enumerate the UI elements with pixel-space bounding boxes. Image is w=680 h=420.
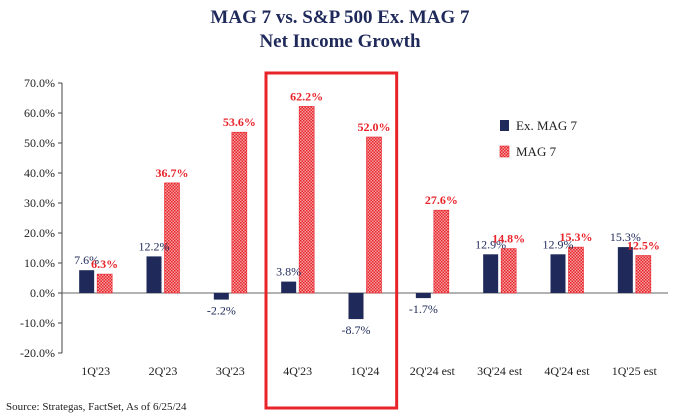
legend: Ex. MAG 7 MAG 7 — [499, 118, 578, 159]
source-note: Source: Strategas, FactSet, As of 6/25/2… — [6, 401, 187, 413]
bar-ex-mag7 — [213, 293, 229, 300]
bar-mag7 — [164, 182, 180, 294]
x-category-label: 4Q'23 — [283, 364, 312, 378]
y-tick-label: 60.0% — [24, 106, 55, 120]
y-tick-label: 20.0% — [24, 226, 55, 240]
data-label-ex-mag7: -2.2% — [207, 304, 236, 318]
bar-mag7 — [433, 209, 450, 294]
data-label-mag7: 6.3% — [91, 257, 118, 271]
y-tick-label: -10.0% — [20, 316, 55, 330]
x-category-label: 1Q'23 — [81, 364, 110, 378]
x-category-label: 2Q'24 est — [410, 364, 456, 378]
bar-mag7 — [231, 131, 248, 294]
y-tick-label: 10.0% — [24, 256, 55, 270]
legend-swatch-mag7 — [499, 145, 510, 158]
legend-label-ex-mag7: Ex. MAG 7 — [516, 118, 578, 133]
y-tick-label: 30.0% — [24, 196, 55, 210]
legend-swatch-ex-mag7 — [500, 120, 509, 131]
chart-title-line2: Net Income Growth — [259, 31, 421, 52]
data-label-ex-mag7: 3.8% — [276, 265, 301, 279]
data-label-ex-mag7: 12.9% — [475, 237, 506, 251]
bar-mag7 — [366, 136, 382, 294]
x-category-label: 1Q'24 — [351, 364, 380, 378]
data-label-layer: 7.6%6.3% 12.2% 36.7% -2.2% 53.6% 3.8% 62.2% -8.… — [74, 89, 660, 337]
x-category-label: 4Q'24 est — [544, 364, 590, 378]
highlight-rectangle — [264, 71, 399, 410]
x-category-label: 3Q'23 — [216, 364, 245, 378]
bar-ex-mag7 — [79, 270, 95, 293]
chart-title-line1: MAG 7 vs. S&P 500 Ex. MAG 7 — [210, 7, 470, 28]
x-category-label: 3Q'24 est — [477, 364, 523, 378]
bar-ex-mag7 — [348, 293, 364, 320]
bar-mag7 — [298, 106, 315, 294]
data-label-mag7: 12.5% — [627, 239, 660, 253]
y-tick-label: 0.0% — [30, 286, 55, 300]
data-label-ex-mag7: 7.6% — [74, 253, 99, 267]
data-label-mag7: 53.6% — [223, 115, 256, 129]
x-category-label: 2Q'23 — [149, 364, 178, 378]
axis-layer: 70.0% 60.0% 50.0% 40.0% 30.0% 20.0% 10.0% 0.0% -… — [20, 76, 668, 378]
bar-ex-mag7 — [617, 247, 633, 293]
bar-ex-mag7 — [146, 256, 162, 293]
data-label-mag7: 36.7% — [156, 166, 189, 180]
data-label-ex-mag7: -8.7% — [342, 323, 371, 337]
y-tick-label: 40.0% — [24, 166, 55, 180]
bar-layer — [79, 106, 652, 320]
bar-ex-mag7 — [550, 254, 566, 293]
data-label-mag7: 27.6% — [425, 193, 458, 207]
bar-ex-mag7 — [415, 293, 431, 299]
data-label-ex-mag7: -1.7% — [409, 302, 438, 316]
bar-ex-mag7 — [483, 254, 499, 293]
bar-ex-mag7 — [281, 281, 297, 293]
data-label-mag7: 15.3% — [560, 230, 593, 244]
x-category-label: 1Q'25 est — [612, 364, 658, 378]
data-label-ex-mag7: 12.2% — [139, 239, 170, 253]
y-tick-label: 70.0% — [24, 76, 55, 90]
y-tick-label: -20.0% — [20, 346, 55, 360]
data-label-ex-mag7: 12.9% — [543, 237, 574, 251]
data-label-mag7: 52.0% — [358, 120, 391, 134]
data-label-mag7: 62.2% — [290, 89, 323, 103]
y-tick-label: 50.0% — [24, 136, 55, 150]
bar-mag7 — [500, 248, 517, 294]
chart-title: MAG 7 vs. S&P 500 Ex. MAG 7 Net Income G… — [0, 6, 680, 54]
data-label-ex-mag7: 15.3% — [610, 230, 641, 244]
legend-label-mag7: MAG 7 — [516, 144, 557, 159]
bar-mag7 — [635, 255, 652, 294]
bar-mag7 — [568, 246, 584, 294]
highlight-box — [264, 71, 399, 410]
bar-mag7 — [96, 273, 113, 294]
data-label-mag7: 14.8% — [492, 232, 525, 246]
